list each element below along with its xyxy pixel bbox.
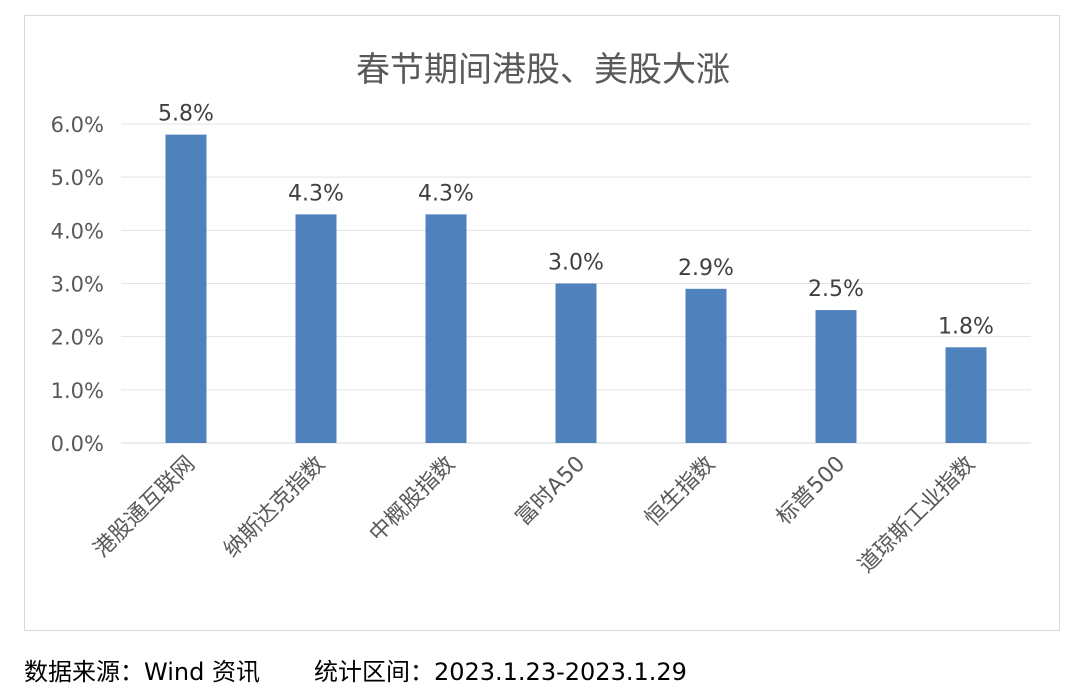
data-label: 5.8% [158,102,214,127]
x-tick-label: 恒生指数 [640,452,720,532]
data-label: 4.3% [418,181,474,206]
x-tick-label: 中概股指数 [365,452,460,547]
x-tick-label: 富时A50 [511,452,590,531]
source-text: 数据来源：Wind 资讯 [24,658,260,686]
y-tick-label: 2.0% [51,326,104,350]
y-axis-ticks: 0.0% 1.0% 2.0% 3.0% 4.0% 5.0% 6.0% [51,113,104,456]
y-tick-label: 6.0% [51,113,104,137]
data-label: 4.3% [288,181,344,206]
y-tick-label: 1.0% [51,379,104,403]
x-tick-label: 道琼斯工业指数 [854,452,981,579]
y-tick-label: 5.0% [51,166,104,190]
data-label: 3.0% [548,251,604,276]
data-labels: 5.8% 4.3% 4.3% 3.0% 2.9% 2.5% 1.8% [158,102,994,340]
x-tick-label: 纳斯达克指数 [219,452,330,563]
bars [165,134,987,443]
x-tick-label: 标普500 [772,452,850,530]
data-label: 2.9% [678,256,734,281]
bar [295,214,337,443]
bar [165,134,207,443]
chart-title: 春节期间港股、美股大涨 [356,50,730,90]
data-label: 1.8% [938,314,994,339]
y-tick-label: 3.0% [51,273,104,297]
source-note: 数据来源：Wind 资讯 统计区间：2023.1.23-2023.1.29 [24,652,687,687]
bar [815,310,857,443]
data-label: 2.5% [808,277,864,302]
bar-chart: 0.0% 1.0% 2.0% 3.0% 4.0% 5.0% 6.0% 5.8% 4.3% 4.3… [51,102,1031,579]
period-text: 统计区间：2023.1.23-2023.1.29 [313,658,687,686]
bar [425,214,467,443]
x-tick-label: 港股通互联网 [89,452,200,563]
y-tick-label: 0.0% [51,432,104,456]
bar [555,283,597,443]
bar [685,288,727,443]
y-tick-label: 4.0% [51,219,104,243]
chart-frame: 春节期间港股、美股大涨 0.0% 1.0% 2.0% 3.0% 4.0% 5.0% 6.0%… [24,15,1060,631]
bar [945,347,987,443]
x-axis-ticks: 港股通互联网 纳斯达克指数 中概股指数 富时A50 恒生指数 标普500 道琼斯工业指数 [89,452,980,579]
